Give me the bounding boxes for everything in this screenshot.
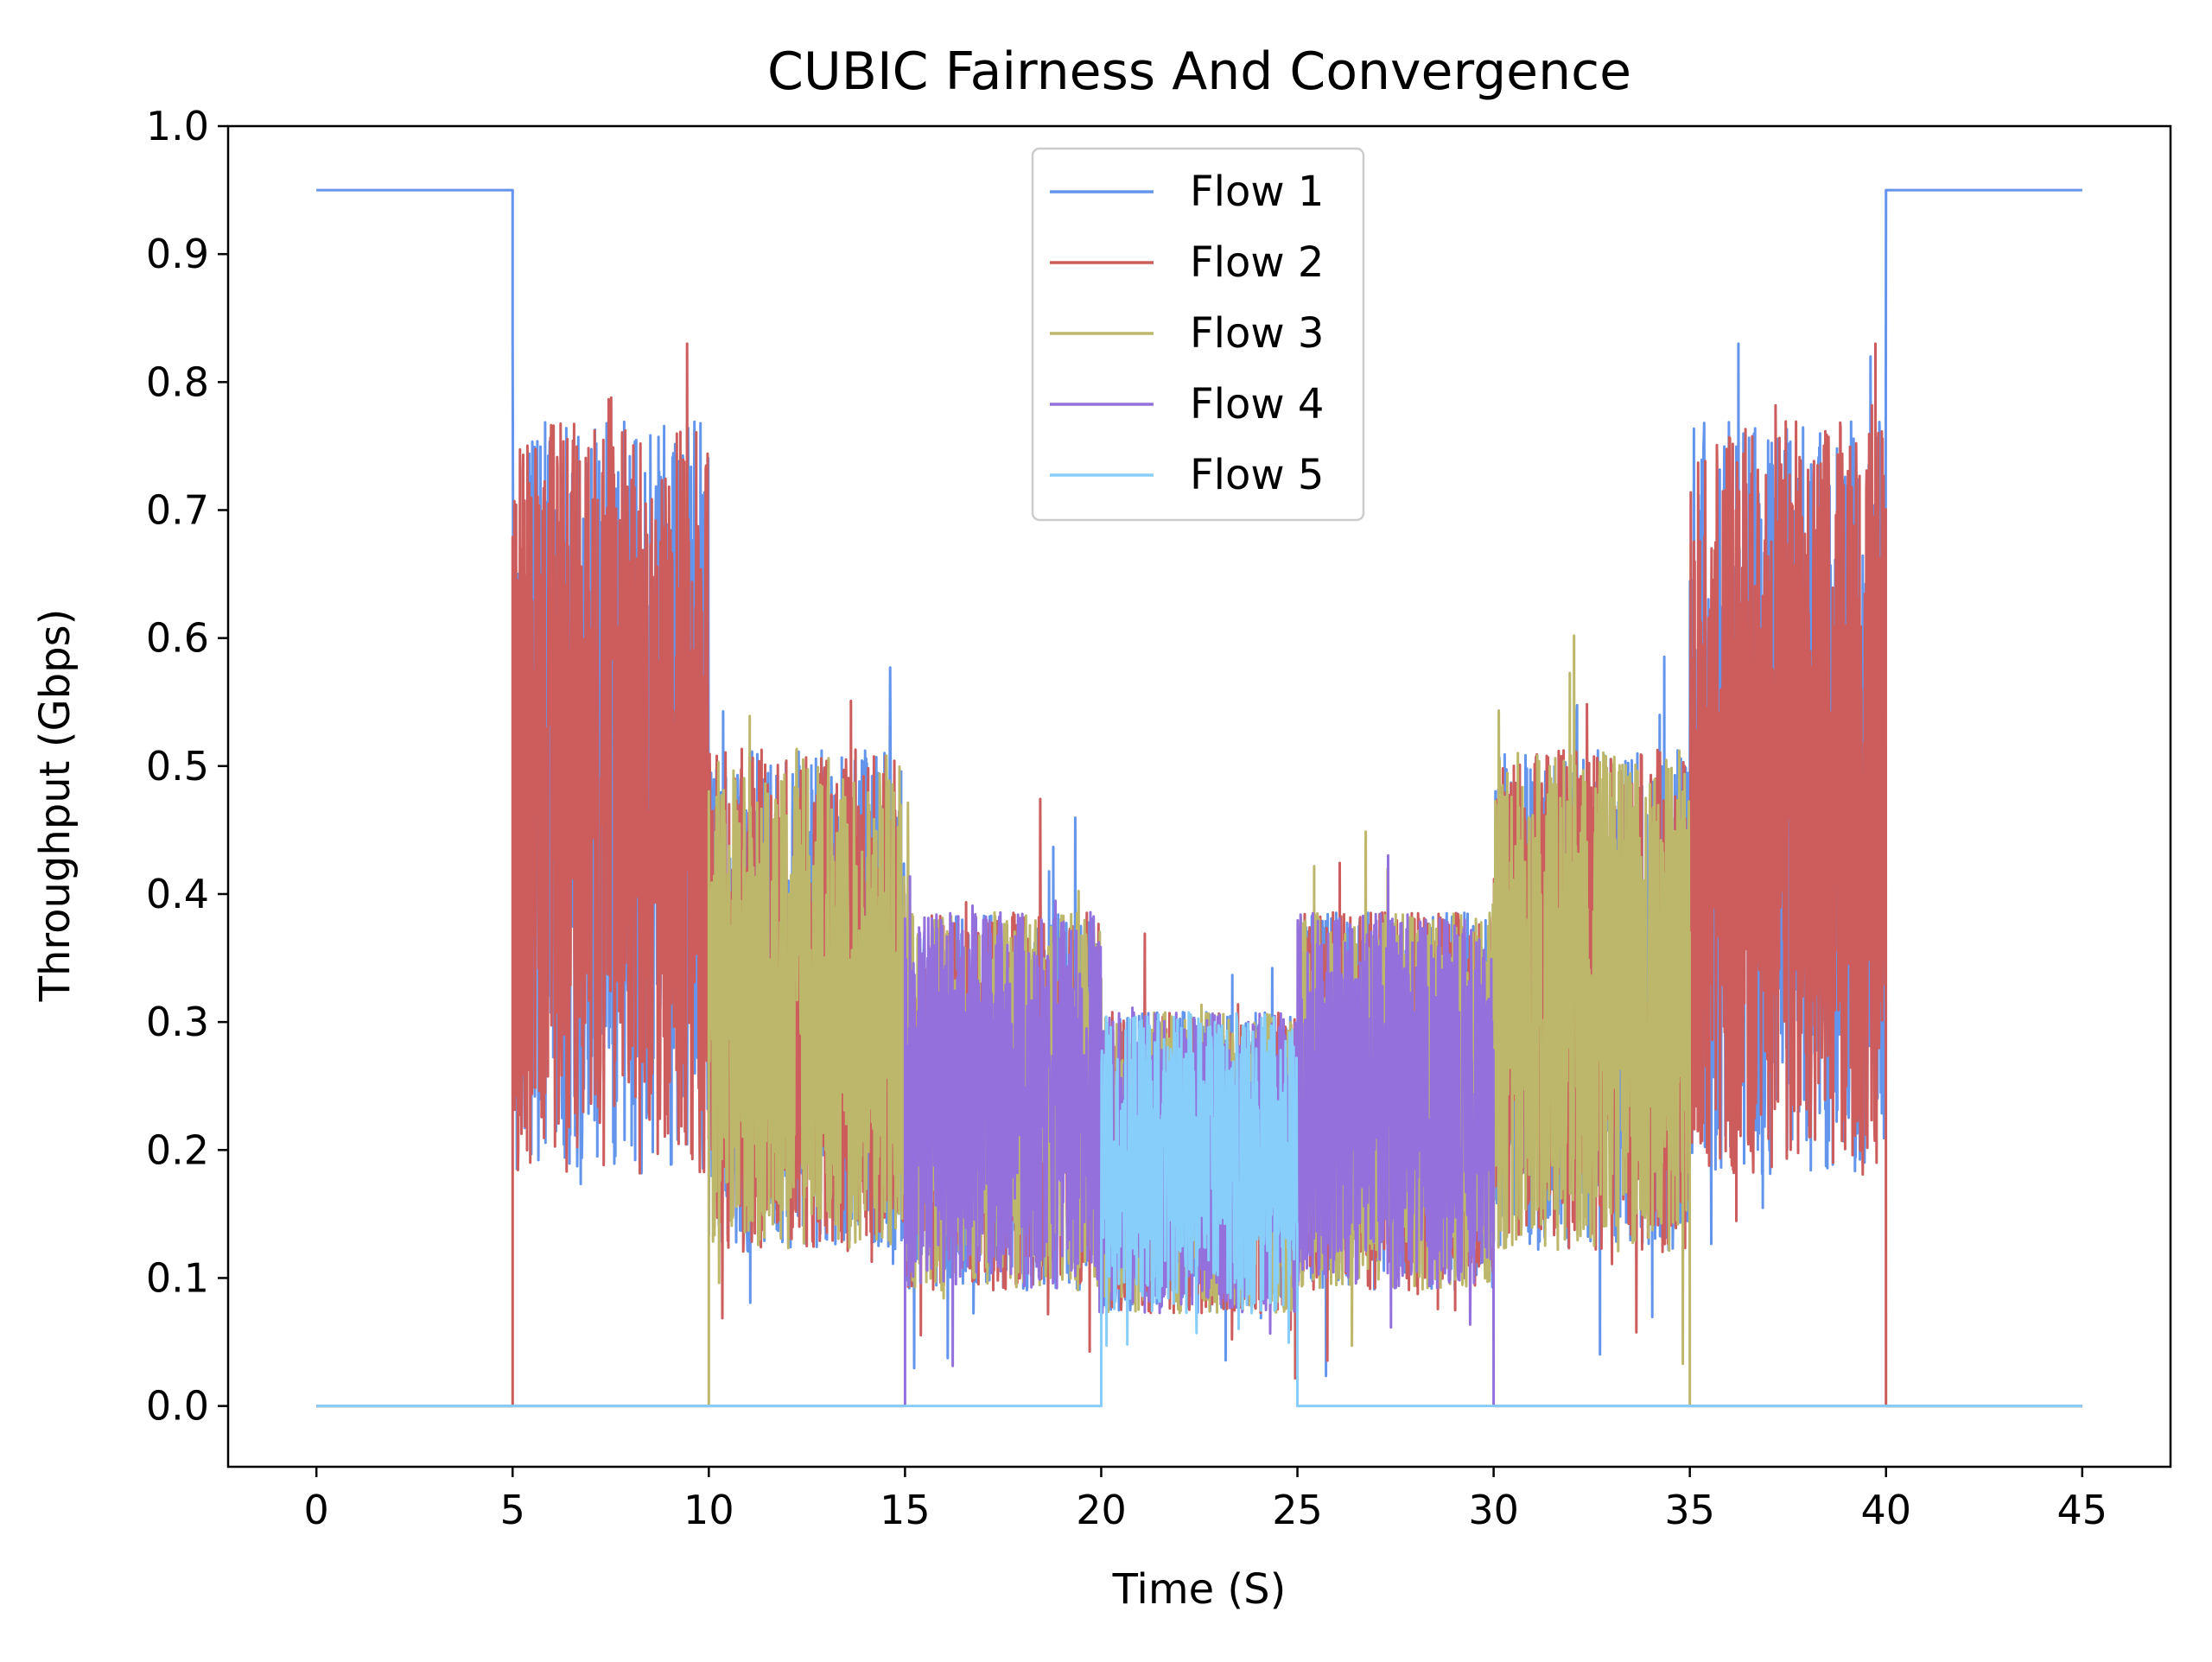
y-tick-label: 0.0 bbox=[146, 1383, 209, 1430]
y-tick-label: 0.3 bbox=[146, 999, 209, 1045]
x-axis: 0 5 10 15 20 25 30 35 40 45 bbox=[304, 1467, 2108, 1533]
series-layer bbox=[316, 188, 2082, 1408]
y-tick-label: 0.7 bbox=[146, 486, 209, 533]
x-tick-label: 0 bbox=[304, 1487, 329, 1533]
y-tick-label: 1.0 bbox=[146, 103, 209, 149]
x-tick-label: 35 bbox=[1664, 1487, 1715, 1533]
x-tick-label: 25 bbox=[1272, 1487, 1323, 1533]
y-tick-label: 0.9 bbox=[146, 231, 209, 277]
y-tick-label: 0.8 bbox=[146, 358, 209, 405]
x-tick-label: 40 bbox=[1860, 1487, 1911, 1533]
x-tick-label: 10 bbox=[683, 1487, 734, 1533]
x-tick-label: 15 bbox=[880, 1487, 931, 1533]
legend-label: Flow 2 bbox=[1190, 238, 1324, 287]
y-tick-label: 0.1 bbox=[146, 1254, 209, 1301]
legend-label: Flow 1 bbox=[1190, 168, 1324, 216]
plot-frame bbox=[226, 124, 2172, 1469]
legend-label: Flow 3 bbox=[1190, 309, 1324, 358]
y-tick-label: 0.4 bbox=[146, 871, 209, 917]
legend-label: Flow 5 bbox=[1190, 451, 1324, 499]
y-axis: 0.0 0.1 0.2 0.3 0.4 0.5 0.6 0.7 0.8 0.9 1.0 bbox=[146, 103, 228, 1430]
x-axis-label: Time (S) bbox=[1112, 1565, 1287, 1614]
legend-label: Flow 4 bbox=[1190, 380, 1324, 428]
y-tick-label: 0.2 bbox=[146, 1126, 209, 1173]
y-tick-label: 0.5 bbox=[146, 743, 209, 790]
x-tick-label: 45 bbox=[2057, 1487, 2108, 1533]
x-tick-label: 5 bbox=[500, 1487, 525, 1533]
x-tick-label: 20 bbox=[1076, 1487, 1127, 1533]
legend-box bbox=[1031, 147, 1365, 522]
series-line-flow-5 bbox=[316, 1011, 2082, 1408]
x-tick-label: 30 bbox=[1468, 1487, 1519, 1533]
y-tick-label: 0.6 bbox=[146, 615, 209, 662]
chart-title: CUBIC Fairness And Convergence bbox=[767, 41, 1631, 102]
y-axis-label: Throughput (Gbps) bbox=[31, 609, 79, 1003]
legend: Flow 1 Flow 2 Flow 3 Flow 4 Flow 5 bbox=[1031, 147, 1365, 522]
